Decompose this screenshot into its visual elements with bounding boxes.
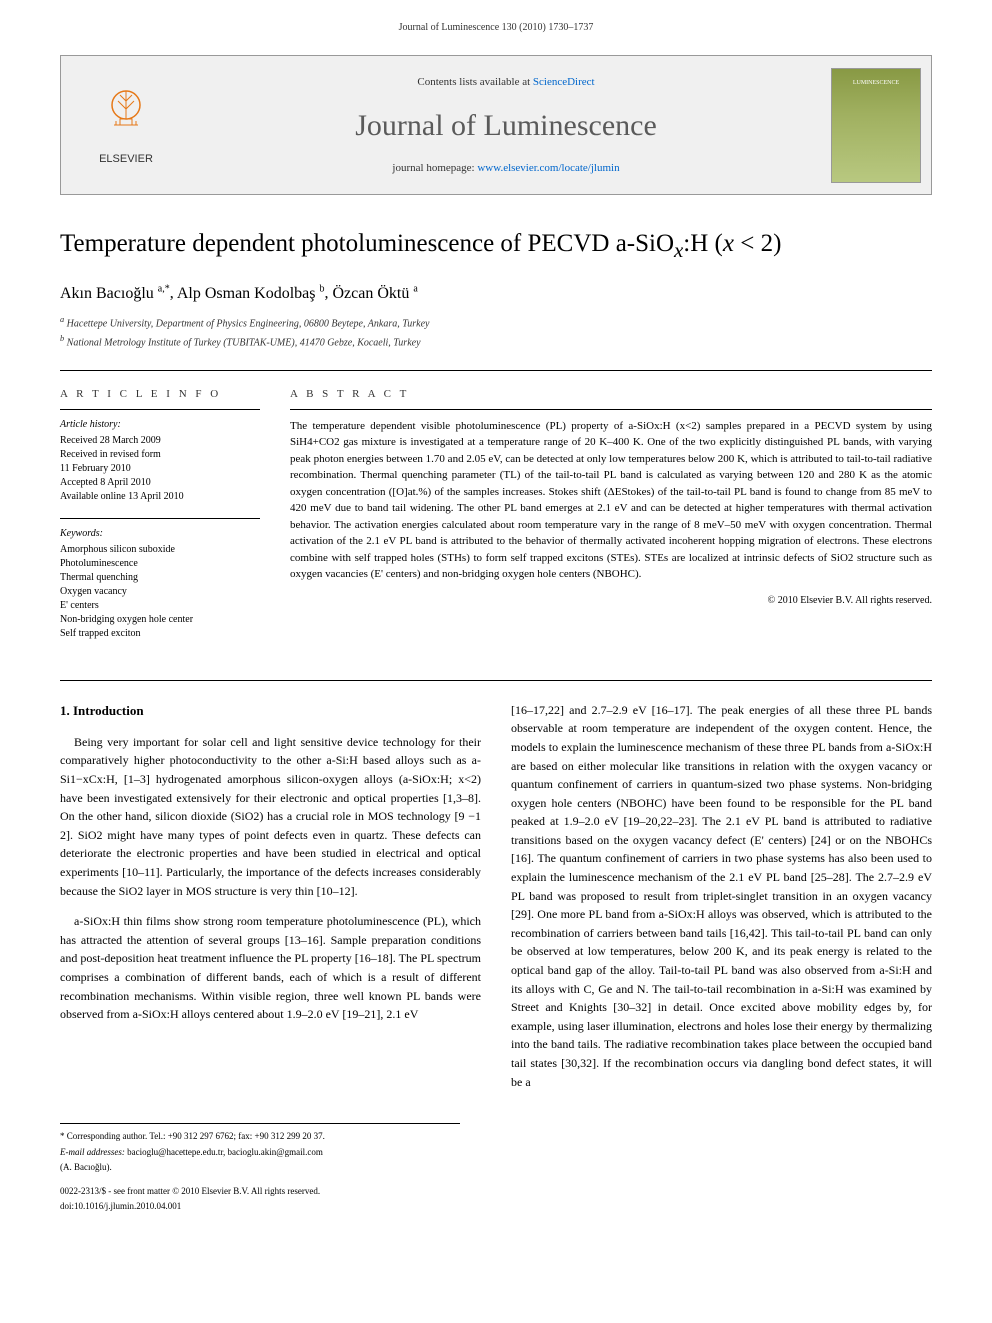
cover-text: LUMINESCENCE bbox=[853, 79, 899, 88]
publisher-logo-area: ELSEVIER bbox=[71, 83, 181, 168]
article-info-heading: A R T I C L E I N F O bbox=[60, 386, 260, 403]
homepage-line: journal homepage: www.elsevier.com/locat… bbox=[181, 160, 831, 177]
journal-cover-thumbnail: LUMINESCENCE bbox=[831, 68, 921, 183]
author-name: Alp Osman Kodolbaş bbox=[177, 285, 316, 302]
affiliation-a: a Hacettepe University, Department of Ph… bbox=[60, 314, 932, 331]
authors-line: Akın Bacıoğlu a,*, Alp Osman Kodolbaş b,… bbox=[60, 281, 932, 305]
elsevier-tree-icon bbox=[96, 83, 156, 151]
keyword: Photoluminescence bbox=[60, 557, 260, 571]
divider bbox=[60, 680, 932, 681]
article-info-column: A R T I C L E I N F O Article history: R… bbox=[60, 386, 260, 655]
publisher-name: ELSEVIER bbox=[96, 151, 156, 168]
article-history-block: Article history: Received 28 March 2009 … bbox=[60, 418, 260, 504]
body-paragraph: a-SiOx:H thin films show strong room tem… bbox=[60, 912, 481, 1024]
affiliation-b: b National Metrology Institute of Turkey… bbox=[60, 333, 932, 350]
abstract-text: The temperature dependent visible photol… bbox=[290, 418, 932, 583]
keywords-block: Keywords: Amorphous silicon suboxide Pho… bbox=[60, 527, 260, 641]
article-title: Temperature dependent photoluminescence … bbox=[60, 225, 932, 266]
homepage-link[interactable]: www.elsevier.com/locate/jlumin bbox=[477, 162, 619, 174]
footnote-name: (A. Bacıoğlu). bbox=[60, 1161, 460, 1175]
divider bbox=[60, 518, 260, 519]
author-marks: a,* bbox=[158, 283, 170, 294]
aff-text: National Metrology Institute of Turkey (… bbox=[67, 337, 421, 348]
keyword: Non-bridging oxygen hole center bbox=[60, 613, 260, 627]
author-marks: b bbox=[320, 283, 325, 294]
sciencedirect-link[interactable]: ScienceDirect bbox=[533, 76, 595, 88]
copyright-line: © 2010 Elsevier B.V. All rights reserved… bbox=[290, 593, 932, 608]
title-end: < 2) bbox=[734, 230, 781, 257]
body-columns: 1. Introduction Being very important for… bbox=[60, 701, 932, 1103]
body-paragraph: [16–17,22] and 2.7–2.9 eV [16–17]. The p… bbox=[511, 701, 932, 1091]
doi-line: doi:10.1016/j.jlumin.2010.04.001 bbox=[60, 1200, 932, 1214]
email-addresses: bacioglu@hacettepe.edu.tr, bacioglu.akin… bbox=[127, 1147, 323, 1157]
email-label: E-mail addresses: bbox=[60, 1147, 125, 1157]
section-heading: 1. Introduction bbox=[60, 701, 481, 721]
email-line: E-mail addresses: bacioglu@hacettepe.edu… bbox=[60, 1146, 460, 1160]
journal-banner: ELSEVIER Contents lists available at Sci… bbox=[60, 55, 932, 195]
keyword: Self trapped exciton bbox=[60, 627, 260, 641]
aff-text: Hacettepe University, Department of Phys… bbox=[67, 318, 430, 329]
aff-mark: a bbox=[60, 315, 64, 324]
elsevier-logo: ELSEVIER bbox=[96, 83, 156, 168]
title-main: Temperature dependent photoluminescence … bbox=[60, 230, 674, 257]
history-line: Received in revised form bbox=[60, 448, 260, 462]
author-2: Alp Osman Kodolbaş b bbox=[177, 285, 325, 302]
left-column: 1. Introduction Being very important for… bbox=[60, 701, 481, 1103]
bottom-block: 0022-2313/$ - see front matter © 2010 El… bbox=[60, 1185, 932, 1214]
history-line: Accepted 8 April 2010 bbox=[60, 476, 260, 490]
divider bbox=[60, 409, 260, 410]
divider bbox=[290, 409, 932, 410]
banner-center: Contents lists available at ScienceDirec… bbox=[181, 74, 831, 176]
keyword: E' centers bbox=[60, 599, 260, 613]
author-1: Akın Bacıoğlu a,* bbox=[60, 285, 170, 302]
keywords-heading: Keywords: bbox=[60, 527, 260, 541]
history-line: Received 28 March 2009 bbox=[60, 434, 260, 448]
info-abstract-row: A R T I C L E I N F O Article history: R… bbox=[60, 386, 932, 655]
homepage-prefix: journal homepage: bbox=[392, 162, 477, 174]
history-line: 11 February 2010 bbox=[60, 462, 260, 476]
body-paragraph: Being very important for solar cell and … bbox=[60, 733, 481, 900]
title-var: x bbox=[723, 230, 734, 257]
abstract-heading: A B S T R A C T bbox=[290, 386, 932, 403]
footnotes: * Corresponding author. Tel.: +90 312 29… bbox=[60, 1123, 460, 1175]
issn-line: 0022-2313/$ - see front matter © 2010 El… bbox=[60, 1185, 932, 1199]
contents-prefix: Contents lists available at bbox=[417, 76, 532, 88]
author-name: Akın Bacıoğlu bbox=[60, 285, 154, 302]
keyword: Oxygen vacancy bbox=[60, 585, 260, 599]
page-header: Journal of Luminescence 130 (2010) 1730–… bbox=[0, 0, 992, 45]
keyword: Thermal quenching bbox=[60, 571, 260, 585]
divider bbox=[60, 370, 932, 371]
history-line: Available online 13 April 2010 bbox=[60, 490, 260, 504]
aff-mark: b bbox=[60, 334, 64, 343]
corresponding-author: * Corresponding author. Tel.: +90 312 29… bbox=[60, 1130, 460, 1144]
title-sub: x bbox=[674, 238, 683, 262]
abstract-column: A B S T R A C T The temperature dependen… bbox=[290, 386, 932, 655]
author-marks: a bbox=[413, 283, 417, 294]
title-suffix: :H ( bbox=[683, 230, 723, 257]
affiliations: a Hacettepe University, Department of Ph… bbox=[60, 314, 932, 351]
author-3: Özcan Öktü a bbox=[333, 285, 418, 302]
contents-line: Contents lists available at ScienceDirec… bbox=[181, 74, 831, 91]
author-name: Özcan Öktü bbox=[333, 285, 410, 302]
right-column: [16–17,22] and 2.7–2.9 eV [16–17]. The p… bbox=[511, 701, 932, 1103]
journal-name: Journal of Luminescence bbox=[181, 103, 831, 148]
keyword: Amorphous silicon suboxide bbox=[60, 543, 260, 557]
history-heading: Article history: bbox=[60, 418, 260, 432]
